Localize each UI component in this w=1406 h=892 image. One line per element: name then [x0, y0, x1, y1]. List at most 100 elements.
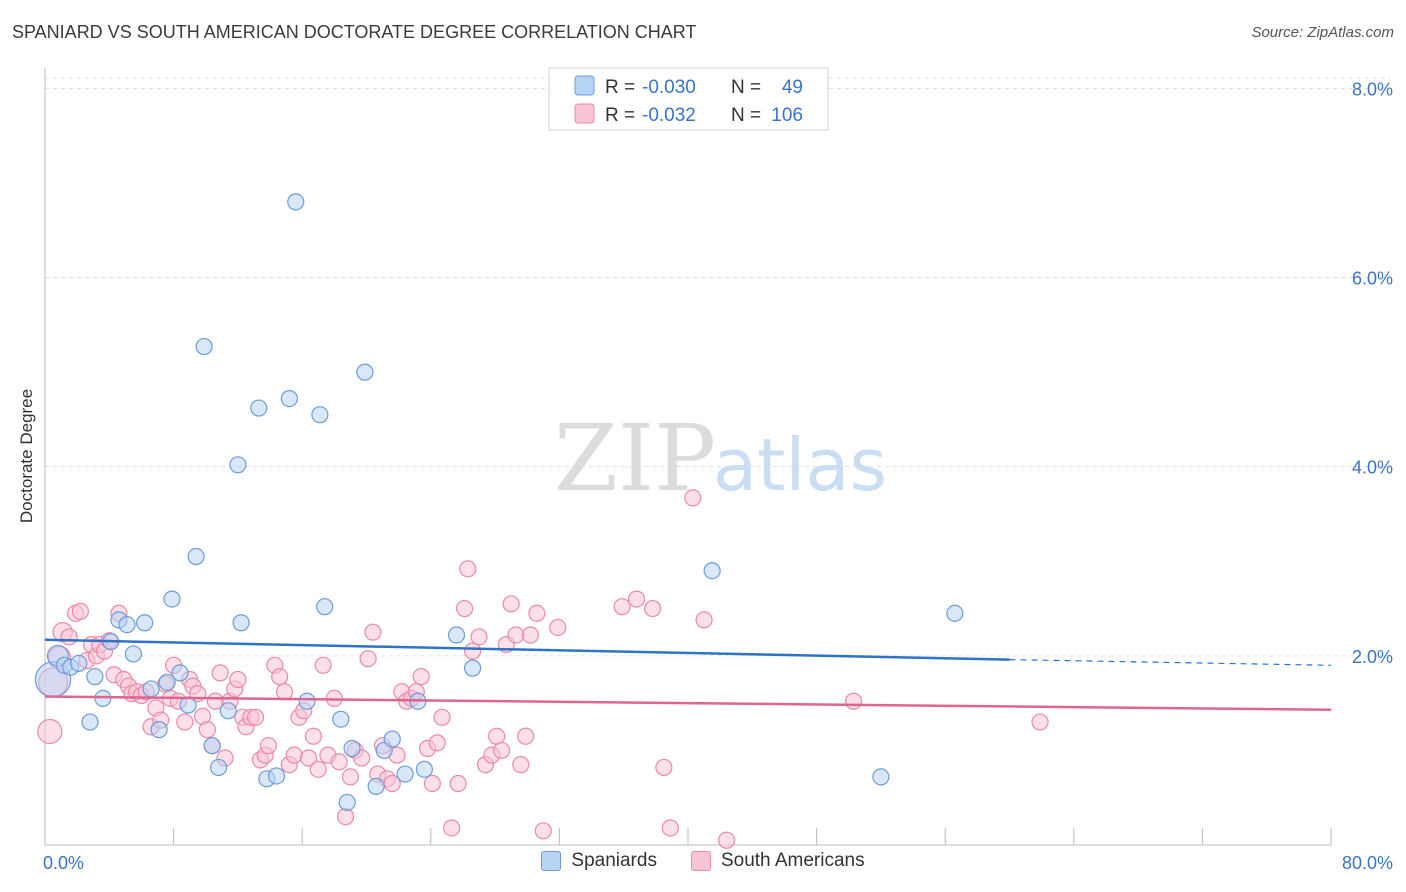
- south-americans-point-55: [300, 749, 318, 767]
- spaniards-point-15: [158, 673, 176, 691]
- stats-n-label-1: N =: [731, 77, 761, 98]
- spaniards-point-29: [280, 389, 298, 408]
- south-americans-point-4: [60, 628, 78, 646]
- spaniards-point-12: [136, 614, 154, 632]
- spaniards-point-46: [703, 562, 721, 580]
- south-americans-point-66: [359, 650, 377, 668]
- south-americans-point-61: [330, 753, 348, 771]
- y-axis-label: Doctorate Degree: [17, 389, 36, 523]
- watermark: ZIP atlas: [554, 405, 887, 512]
- south-americans-point-97: [521, 626, 540, 644]
- spaniards-point-33: [316, 598, 334, 616]
- y-tick-label-2: 6.0%: [1352, 269, 1393, 289]
- spaniards-point-23: [219, 702, 237, 720]
- south-americans-point-91: [492, 741, 511, 760]
- series-legend: Spaniards South Americans: [0, 850, 1406, 872]
- trend-lines: [44, 638, 1332, 712]
- stats-legend: R = -0.030 N = 49 R = -0.032 N = 106: [548, 67, 829, 131]
- legend-swatch-south-americans: [690, 851, 711, 871]
- south-americans-point-77: [412, 668, 430, 686]
- spaniards-point-18: [179, 696, 197, 714]
- south-americans-point-28: [176, 713, 194, 731]
- spaniards-point-38: [367, 777, 385, 795]
- spaniards-point-20: [195, 337, 213, 356]
- spaniards-point-22: [210, 758, 228, 777]
- spaniards-point-24: [229, 456, 247, 474]
- spaniards-point-47: [872, 768, 890, 786]
- south-americans-point-86: [463, 642, 482, 660]
- south-americans-point-58: [314, 656, 332, 674]
- south-americans-point-80: [428, 734, 446, 752]
- south-americans-point-96: [517, 727, 535, 745]
- spaniards-point-36: [343, 739, 361, 758]
- south-americans-point-47: [259, 737, 278, 755]
- south-americans-point-84: [455, 599, 474, 618]
- spaniards-point-11: [124, 645, 143, 663]
- south-americans-point-79: [423, 774, 442, 793]
- legend-label-south-americans: South Americans: [720, 850, 865, 871]
- south-americans-point-6: [71, 602, 89, 620]
- south-americans-point-94: [507, 626, 525, 644]
- south-americans-point-104: [655, 758, 673, 777]
- axes: [44, 68, 1332, 846]
- spaniards-point-34: [332, 710, 350, 728]
- spaniards-point-21: [203, 737, 221, 755]
- legend-entry-south-americans[interactable]: South Americans: [690, 850, 865, 872]
- south-americans-point-101: [613, 598, 631, 616]
- south-americans-point-62: [337, 808, 355, 826]
- south-americans-point-44: [246, 708, 265, 726]
- south-americans-point-93: [502, 595, 520, 613]
- south-americans-point-110: [1031, 713, 1049, 731]
- spaniards-point-40: [383, 730, 401, 748]
- spaniards-point-13: [142, 680, 160, 698]
- x-tick-labels: 0.0% 80.0%: [43, 853, 1393, 873]
- south-americans-point-102: [627, 590, 646, 608]
- south-americans-point-63: [341, 768, 360, 786]
- spaniards-point-26: [250, 399, 268, 417]
- stats-r-label-2: R =: [605, 105, 635, 126]
- south-americans-point-105: [661, 819, 679, 837]
- spaniards-point-19: [187, 547, 205, 566]
- south-americans-trend-line: [44, 695, 1332, 712]
- south-americans-point-50: [275, 683, 294, 701]
- spaniards-point-41: [396, 765, 414, 783]
- stats-r-value-1: -0.030: [642, 77, 696, 98]
- south-americans-point-90: [488, 727, 506, 745]
- south-americans-point-40: [229, 670, 247, 689]
- spaniards-point-14: [150, 721, 168, 739]
- spaniards-point-16: [163, 590, 181, 608]
- stats-legend-swatch-pink: [574, 103, 595, 124]
- spaniards-point-32: [311, 406, 329, 424]
- spaniards-trend-extension: [1009, 659, 1332, 666]
- stats-r-label-1: R =: [605, 77, 635, 98]
- spaniards-point-10: [118, 616, 136, 634]
- spaniards-point-4: [70, 654, 88, 673]
- spaniards-point-30: [287, 193, 305, 211]
- south-americans-points: [37, 489, 1049, 849]
- spaniards-point-35: [338, 793, 356, 812]
- spaniards-point-44: [447, 626, 466, 644]
- spaniards-points: [34, 193, 964, 812]
- chart-source: Source: ZipAtlas.com: [1251, 24, 1394, 41]
- south-americans-point-99: [534, 822, 552, 840]
- spaniards-trend-line: [44, 638, 1010, 661]
- south-americans-point-33: [198, 721, 216, 739]
- south-americans-point-108: [717, 831, 736, 849]
- spaniards-point-43: [415, 760, 433, 778]
- spaniards-point-45: [463, 659, 482, 677]
- south-americans-point-57: [309, 760, 327, 778]
- stats-r-value-2: -0.032: [642, 105, 696, 126]
- south-americans-point-56: [304, 727, 323, 745]
- spaniards-point-31: [298, 692, 316, 710]
- x-tick-label-end: 80.0%: [1342, 853, 1393, 873]
- spaniards-point-28: [267, 767, 286, 785]
- south-americans-point-98: [528, 604, 546, 622]
- legend-entry-spaniards[interactable]: Spaniards: [541, 850, 657, 872]
- south-americans-point-36: [211, 664, 229, 682]
- south-americans-point-95: [512, 756, 530, 774]
- stats-n-value-2: 106: [771, 105, 803, 126]
- chart-title: SPANIARD VS SOUTH AMERICAN DOCTORATE DEG…: [12, 22, 697, 42]
- south-americans-point-52: [285, 746, 303, 764]
- south-americans-point-0: [37, 718, 63, 745]
